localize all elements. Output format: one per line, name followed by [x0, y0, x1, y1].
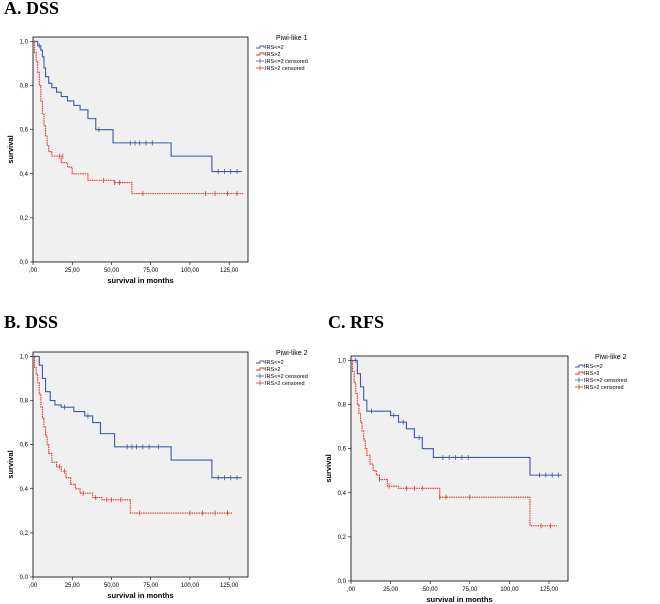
y-tick-label: 0,2: [20, 531, 29, 537]
km-curve-series-1: [33, 40, 244, 195]
x-tick-label: 25,00: [65, 583, 81, 589]
legend-entry: IRS<=2 censored: [265, 374, 308, 380]
y-axis-label: survival: [6, 135, 15, 163]
x-tick-label: 75,00: [462, 587, 478, 593]
y-axis-label: survival: [324, 454, 333, 482]
km-curve-series-1: [351, 359, 557, 527]
x-tick-label: 100,00: [500, 587, 519, 593]
legend-swatch: [575, 371, 584, 375]
legend-entry: IRS>2 censored: [265, 66, 305, 72]
y-tick-label: 0,8: [20, 84, 29, 90]
panel-a-title: A. DSS: [4, 0, 60, 18]
y-tick-label: 0,6: [20, 443, 29, 449]
legend-entry: IRS<=2: [265, 360, 284, 366]
x-tick-label: 50,00: [423, 587, 439, 593]
km-curve-series-0: [33, 40, 242, 173]
chart-panel-0: 0,0 0,2 0,4 0,6 0,8 1,0 ,00 25,00 50,00 75,00 100,…: [6, 35, 308, 285]
x-tick-label: ,00: [29, 583, 38, 589]
y-tick-label: 1,0: [338, 358, 347, 364]
plot-area: [32, 351, 249, 578]
y-tick-label: 0,2: [338, 535, 347, 541]
y-tick-label: 1,0: [20, 39, 29, 45]
legend-swatch: [256, 52, 265, 56]
legend-entry: IRS>2 censored: [265, 381, 305, 387]
legend-entry: IRS>2 censored: [584, 385, 624, 391]
legend-entry: IRS>2: [584, 371, 599, 377]
legend-swatch: [256, 360, 265, 364]
y-tick-label: 1,0: [20, 354, 29, 360]
chart-panel-2: 0,0 0,2 0,4 0,6 0,8 1,0 ,00 25,00 50,00 75,00 100,…: [324, 354, 627, 604]
y-tick-label: 0,0: [338, 579, 347, 585]
y-tick-label: 0,4: [20, 172, 29, 178]
y-tick-label: 0,4: [338, 491, 347, 497]
x-tick-label: 100,00: [181, 268, 200, 274]
chart-panel-1: 0,0 0,2 0,4 0,6 0,8 1,0 ,00 25,00 50,00 75,00 100,…: [6, 350, 308, 600]
x-tick-label: 25,00: [65, 268, 81, 274]
x-axis-label: survival in months: [107, 276, 173, 285]
panel-b-title: B. DSS: [4, 312, 59, 332]
y-axis-label: survival: [6, 450, 15, 478]
legend-entry: IRS<=2 censored: [584, 378, 627, 384]
y-tick-label: 0,0: [20, 260, 29, 266]
panel-c-title: C. RFS: [328, 312, 385, 332]
legend-entry: IRS<=2 censored: [265, 59, 308, 65]
legend-swatch: [256, 45, 265, 49]
y-tick-label: 0,6: [338, 447, 347, 453]
y-tick-label: 0,8: [20, 399, 29, 405]
legend-title: Piwi-like 2: [595, 354, 627, 361]
y-tick-label: 0,2: [20, 216, 29, 222]
legend-title: Piwi-like 1: [276, 35, 308, 42]
legend-entry: IRS>2: [265, 52, 280, 58]
y-tick-label: 0,0: [20, 575, 29, 581]
x-tick-label: 50,00: [104, 583, 120, 589]
x-tick-label: ,00: [347, 587, 356, 593]
x-tick-label: 100,00: [181, 583, 200, 589]
x-tick-label: 75,00: [143, 268, 159, 274]
x-axis-label: survival in months: [426, 595, 492, 604]
legend-entry: IRS>2: [265, 367, 280, 373]
x-tick-label: 75,00: [143, 583, 159, 589]
legend-title: Piwi-like 2: [276, 350, 308, 357]
legend-swatch: [256, 367, 265, 371]
legend-entry: IRS<=2: [584, 364, 603, 370]
plot-area: [350, 355, 569, 582]
y-tick-label: 0,4: [20, 487, 29, 493]
plot-area: [32, 36, 249, 263]
x-tick-label: 125,00: [220, 268, 239, 274]
x-tick-label: 125,00: [540, 587, 559, 593]
x-tick-label: 25,00: [383, 587, 399, 593]
x-tick-label: ,00: [29, 268, 38, 274]
x-axis-label: survival in months: [107, 591, 173, 600]
y-tick-label: 0,8: [338, 403, 347, 409]
legend-swatch: [575, 364, 584, 368]
legend-entry: IRS<=2: [265, 45, 284, 51]
y-tick-label: 0,6: [20, 128, 29, 134]
km-curve-series-0: [33, 355, 242, 479]
x-tick-label: 125,00: [220, 583, 239, 589]
km-curve-series-0: [351, 359, 562, 476]
km-curve-series-1: [33, 355, 233, 514]
x-tick-label: 50,00: [104, 268, 120, 274]
